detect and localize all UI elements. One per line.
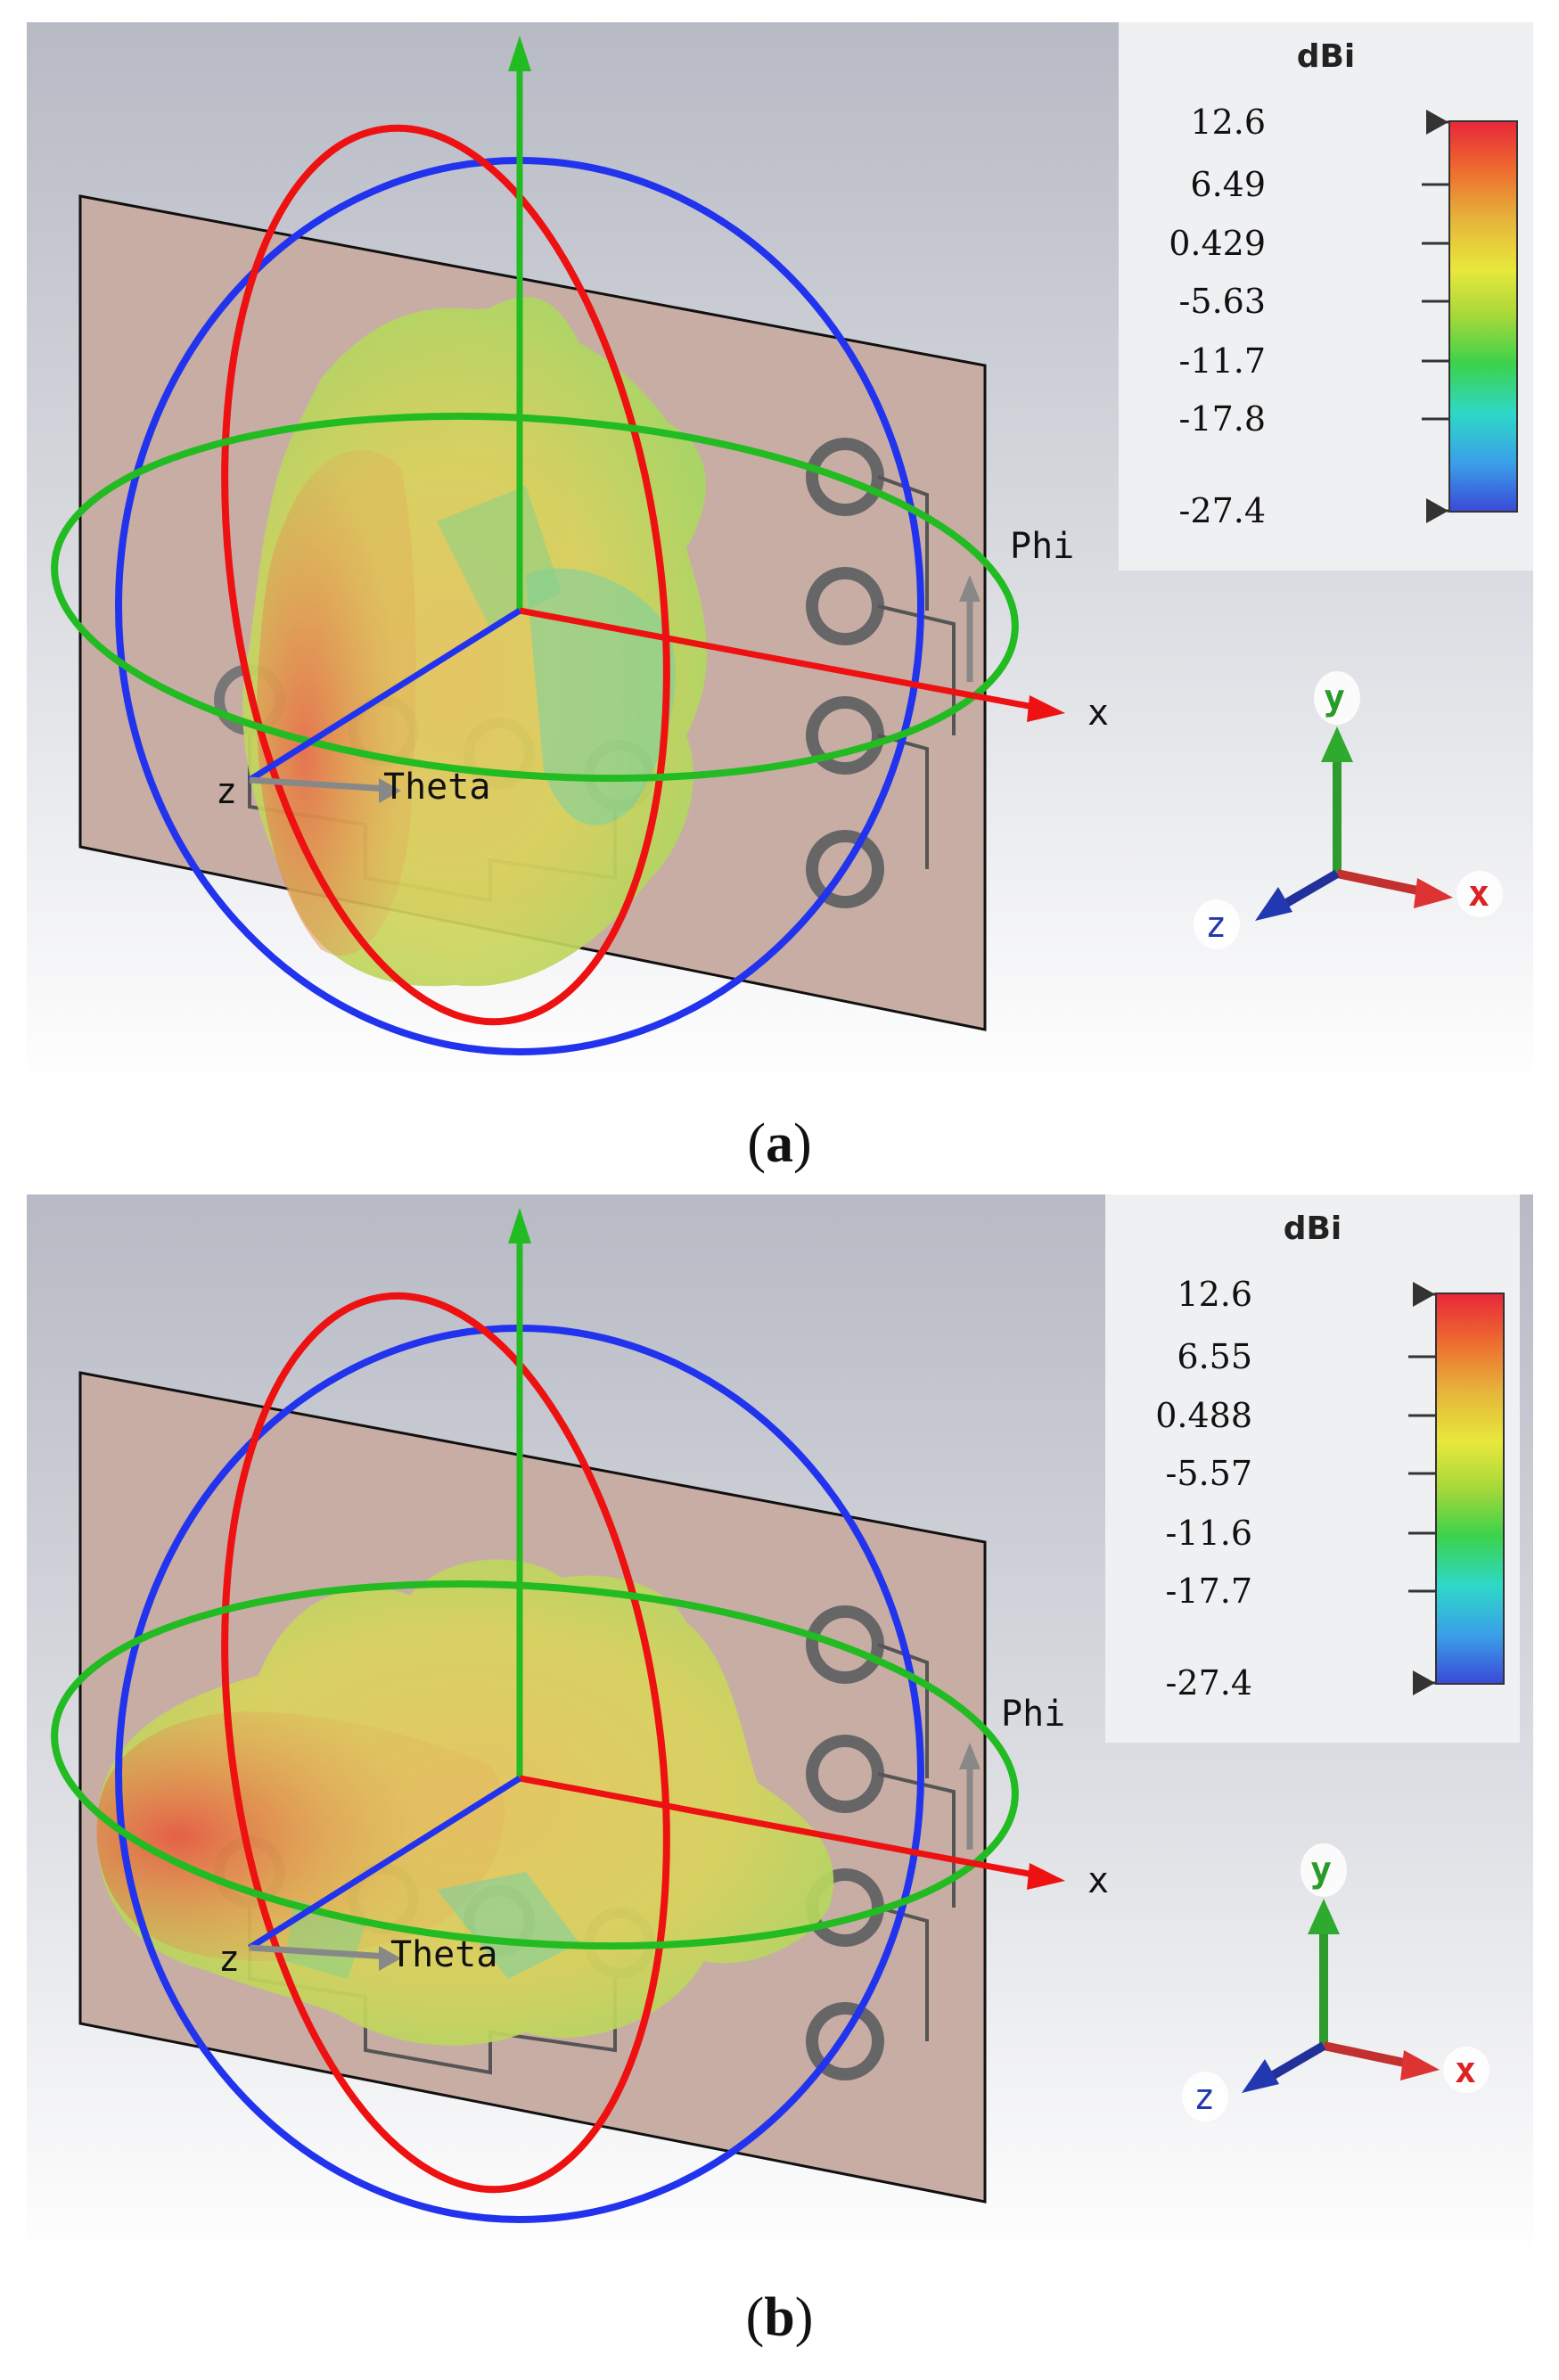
legend-tick: -5.63 xyxy=(1178,282,1266,321)
x-axis-line xyxy=(519,1775,1044,1880)
legend-tick: -27.4 xyxy=(1178,491,1266,530)
caption-b: (b) xyxy=(745,2287,814,2348)
triad-y-arrow-icon xyxy=(1321,726,1353,762)
phi-label: Phi xyxy=(1001,1694,1066,1735)
legend-tick: -5.57 xyxy=(1165,1454,1252,1493)
legend-tick: 12.6 xyxy=(1190,103,1266,142)
x-axis-label: x xyxy=(1087,693,1110,734)
theta-arrow-icon xyxy=(379,1946,401,1971)
caption-b-letter: b xyxy=(764,2287,795,2348)
colorbar xyxy=(1435,1293,1505,1685)
caption-a-letter: a xyxy=(766,1113,793,1174)
triad-z-arrow-icon xyxy=(1242,2059,1279,2093)
triad-x-label: x xyxy=(1455,2050,1477,2091)
triad-y-arrow-icon xyxy=(1308,1899,1340,1934)
caption-a: (a) xyxy=(747,1113,812,1174)
legend-unit-title: dBi xyxy=(1283,1211,1342,1247)
orientation-triad xyxy=(1182,1843,1489,2121)
colorbar xyxy=(1448,120,1518,513)
phi-circle xyxy=(221,1292,670,2194)
theta-arrow xyxy=(249,1944,389,1960)
legend-tick: 0.429 xyxy=(1169,224,1266,263)
equator-circle xyxy=(51,1580,1019,1950)
triad-y-label: y xyxy=(1324,677,1346,718)
x-axis-arrow-icon xyxy=(1027,1863,1065,1890)
z-axis-label: z xyxy=(218,1939,241,1980)
triad-z-arrow-icon xyxy=(1255,887,1292,921)
color-legend: dBi 12.6 6.55 0.488 -5.57 -11.6 -17.7 -2… xyxy=(1105,1194,1520,1743)
colorbar-min-marker-icon xyxy=(1413,1670,1435,1695)
phi-label: Phi xyxy=(1010,526,1075,567)
x-axis-arrow-icon xyxy=(1027,695,1065,722)
equator-circle xyxy=(51,412,1019,783)
phi-arrow-icon xyxy=(959,575,981,602)
x-axis-line xyxy=(519,607,1044,712)
y-axis-arrow-icon xyxy=(508,36,531,71)
colorbar-ticks xyxy=(1422,110,1450,523)
theta-arrow-icon xyxy=(379,778,401,803)
theta-label: Theta xyxy=(390,1934,498,1975)
legend-tick: -11.6 xyxy=(1165,1514,1252,1553)
colorbar-ticks xyxy=(1408,1282,1437,1695)
legend-tick: 6.49 xyxy=(1190,165,1266,204)
z-axis-label: z xyxy=(216,771,238,812)
legend-tick: 6.55 xyxy=(1177,1337,1252,1376)
theta-arrow xyxy=(249,776,389,792)
radiation-pattern-panel-b: Phi Theta x z y x z dBi 12.6 6.55 0.488 … xyxy=(27,1194,1533,2264)
color-legend: dBi 12.6 6.49 0.429 -5.63 -11.7 -17.8 -2… xyxy=(1119,22,1533,570)
legend-tick: 12.6 xyxy=(1177,1275,1252,1314)
phi-circle xyxy=(221,124,670,1026)
x-axis-label: x xyxy=(1087,1860,1110,1901)
legend-tick: -17.8 xyxy=(1178,399,1266,439)
legend-unit-title: dBi xyxy=(1296,38,1356,75)
phi-arrow-icon xyxy=(959,1743,981,1769)
triad-x-arrow-icon xyxy=(1400,2050,1440,2080)
triad-x-arrow-icon xyxy=(1414,878,1453,908)
legend-tick: -11.7 xyxy=(1178,341,1266,381)
triad-z-label: z xyxy=(1205,905,1227,946)
colorbar-min-marker-icon xyxy=(1426,498,1448,523)
y-axis-arrow-icon xyxy=(508,1208,531,1243)
z-axis-line xyxy=(248,608,521,783)
legend-tick: -17.7 xyxy=(1165,1572,1252,1611)
colorbar-max-marker-icon xyxy=(1413,1282,1435,1307)
colorbar-max-marker-icon xyxy=(1426,110,1448,135)
z-axis-line xyxy=(248,1776,521,1950)
triad-z-label: z xyxy=(1194,2077,1216,2118)
legend-tick: 0.488 xyxy=(1155,1396,1252,1435)
triad-x-label: x xyxy=(1468,874,1490,915)
radiation-pattern-panel-a: Phi Theta x z y x z dBi 12.6 6.49 0.429 … xyxy=(27,22,1533,1092)
theta-label: Theta xyxy=(383,767,491,808)
feed-lines-right xyxy=(877,1643,956,2041)
triad-y-label: y xyxy=(1310,1850,1333,1891)
legend-tick: -27.4 xyxy=(1165,1663,1252,1703)
orientation-triad xyxy=(1194,671,1503,949)
